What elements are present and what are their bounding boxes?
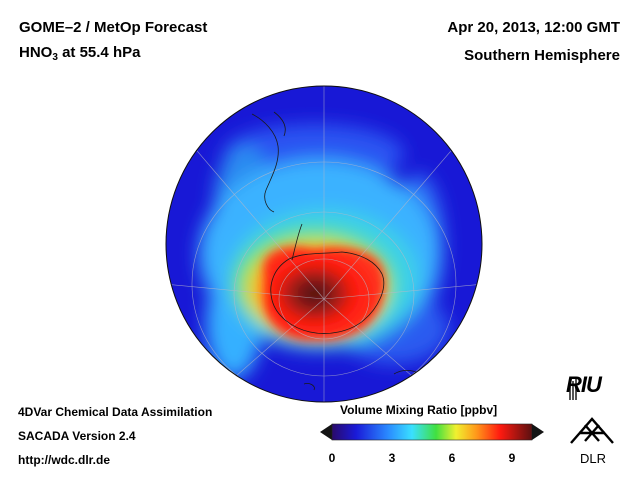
dlr-logo-icon xyxy=(570,417,614,444)
colorbar-gradient xyxy=(331,423,533,441)
species-subscript: 3 xyxy=(52,52,58,63)
colorbar-min-arrow xyxy=(320,424,332,440)
dlr-logo: DLR xyxy=(580,451,607,466)
riu-logo: RIU xyxy=(566,372,602,397)
hemisphere-label: Southern Hemisphere xyxy=(464,47,620,64)
species-formula: HNO xyxy=(19,44,53,61)
globe-rim xyxy=(165,85,483,403)
species-level: at 55.4 hPa xyxy=(57,44,141,61)
riu-logo-icon xyxy=(569,378,577,400)
footer-method: 4DVar Chemical Data Assimilation xyxy=(18,405,213,419)
colorbar-max-arrow xyxy=(532,424,544,440)
colorbar xyxy=(320,423,544,441)
graticule xyxy=(166,86,482,402)
coastlines xyxy=(251,111,423,391)
colorbar-tick-label: 9 xyxy=(508,451,516,465)
colorbar-tick-label: 3 xyxy=(388,451,396,465)
colorbar-tick-label: 0 xyxy=(328,451,336,465)
forecast-date: Apr 20, 2013, 12:00 GMT xyxy=(447,19,620,36)
southern-hemisphere-globe-map xyxy=(165,85,483,403)
footer-version: SACADA Version 2.4 xyxy=(18,429,136,443)
colorbar-title: Volume Mixing Ratio [ppbv] xyxy=(340,403,498,417)
map-title: GOME–2 / MetOp Forecast xyxy=(19,19,208,36)
colorbar-tick-label: 6 xyxy=(448,451,456,465)
species-label: HNO3 at 55.4 hPa xyxy=(19,45,140,63)
footer-url[interactable]: http://wdc.dlr.de xyxy=(18,453,110,467)
